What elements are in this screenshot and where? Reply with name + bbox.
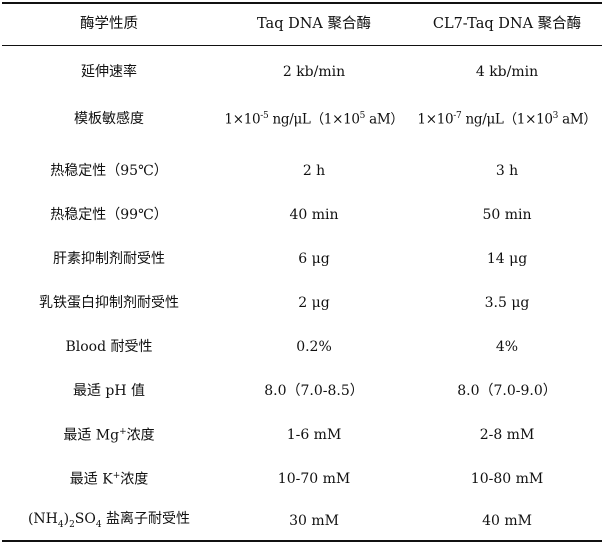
table-row: 最适 Mg+浓度 1-6 mM 2-8 mM: [2, 415, 602, 455]
header-row: 酶学性质 Taq DNA 聚合酶 CL7-Taq DNA 聚合酶: [2, 4, 602, 45]
taq-cell: 1×10-5 ng/μL（1×105 aM）: [224, 110, 404, 127]
cl7-cell: 8.0（7.0-9.0）: [457, 383, 557, 399]
cl7-cell: 40 mM: [482, 513, 532, 529]
taq-cell: 30 mM: [289, 513, 339, 529]
top-rule: [2, 2, 602, 4]
header-property: 酶学性质: [80, 16, 138, 33]
property-cell: 最适 Mg+浓度: [63, 426, 155, 444]
property-cell: 热稳定性（99℃）: [50, 207, 168, 223]
cl7-cell: 3 h: [495, 163, 519, 179]
taq-cell: 2 μg: [298, 295, 330, 311]
cl7-cell: 4%: [495, 339, 519, 355]
cl7-cell: 10-80 mM: [470, 471, 544, 487]
table-row: 最适 pH 值 8.0（7.0-8.5） 8.0（7.0-9.0）: [2, 371, 602, 411]
cl7-cell: 14 μg: [486, 251, 528, 267]
taq-cell: 10-70 mM: [277, 471, 351, 487]
table-row: (NH4)2SO4 盐离子耐受性 30 mM 40 mM: [2, 501, 602, 541]
taq-cell: 2 h: [302, 163, 326, 179]
cl7-cell: 2-8 mM: [479, 427, 535, 443]
property-cell: 热稳定性（95℃）: [50, 163, 168, 179]
table-row: 模板敏感度 1×10-5 ng/μL（1×105 aM） 1×10-7 ng/μ…: [2, 99, 602, 139]
table-row: 延伸速率 2 kb/min 4 kb/min: [2, 52, 602, 92]
property-cell: 延伸速率: [81, 64, 137, 80]
taq-cell: 1-6 mM: [286, 427, 342, 443]
table-row: 热稳定性（99℃） 40 min 50 min: [2, 195, 602, 235]
table-row: 乳铁蛋白抑制剂耐受性 2 μg 3.5 μg: [2, 283, 602, 323]
taq-cell: 8.0（7.0-8.5）: [264, 383, 364, 399]
bottom-rule: [2, 540, 602, 542]
property-cell: 模板敏感度: [74, 111, 144, 127]
property-cell: 最适 pH 值: [72, 383, 146, 399]
header-rule: [2, 45, 602, 46]
table-row: 肝素抑制剂耐受性 6 μg 14 μg: [2, 239, 602, 279]
cl7-cell: 50 min: [482, 207, 532, 223]
cl7-cell: 4 kb/min: [475, 64, 539, 80]
taq-cell: 6 μg: [298, 251, 330, 267]
property-cell: Blood 耐受性: [65, 339, 153, 355]
header-cl7-taq: CL7-Taq DNA 聚合酶: [432, 16, 582, 33]
cl7-cell: 1×10-7 ng/μL（1×103 aM）: [417, 110, 597, 127]
property-cell: (NH4)2SO4 盐离子耐受性: [27, 511, 191, 530]
taq-cell: 0.2%: [296, 339, 332, 355]
cl7-cell: 3.5 μg: [484, 295, 530, 311]
table-row: 热稳定性（95℃） 2 h 3 h: [2, 151, 602, 191]
taq-cell: 2 kb/min: [282, 64, 346, 80]
header-taq: Taq DNA 聚合酶: [257, 16, 371, 33]
taq-cell: 40 min: [289, 207, 339, 223]
property-cell: 最适 K+浓度: [69, 470, 149, 488]
table-row: Blood 耐受性 0.2% 4%: [2, 327, 602, 367]
table-row: 最适 K+浓度 10-70 mM 10-80 mM: [2, 459, 602, 499]
property-cell: 肝素抑制剂耐受性: [53, 251, 165, 267]
property-cell: 乳铁蛋白抑制剂耐受性: [39, 295, 179, 311]
